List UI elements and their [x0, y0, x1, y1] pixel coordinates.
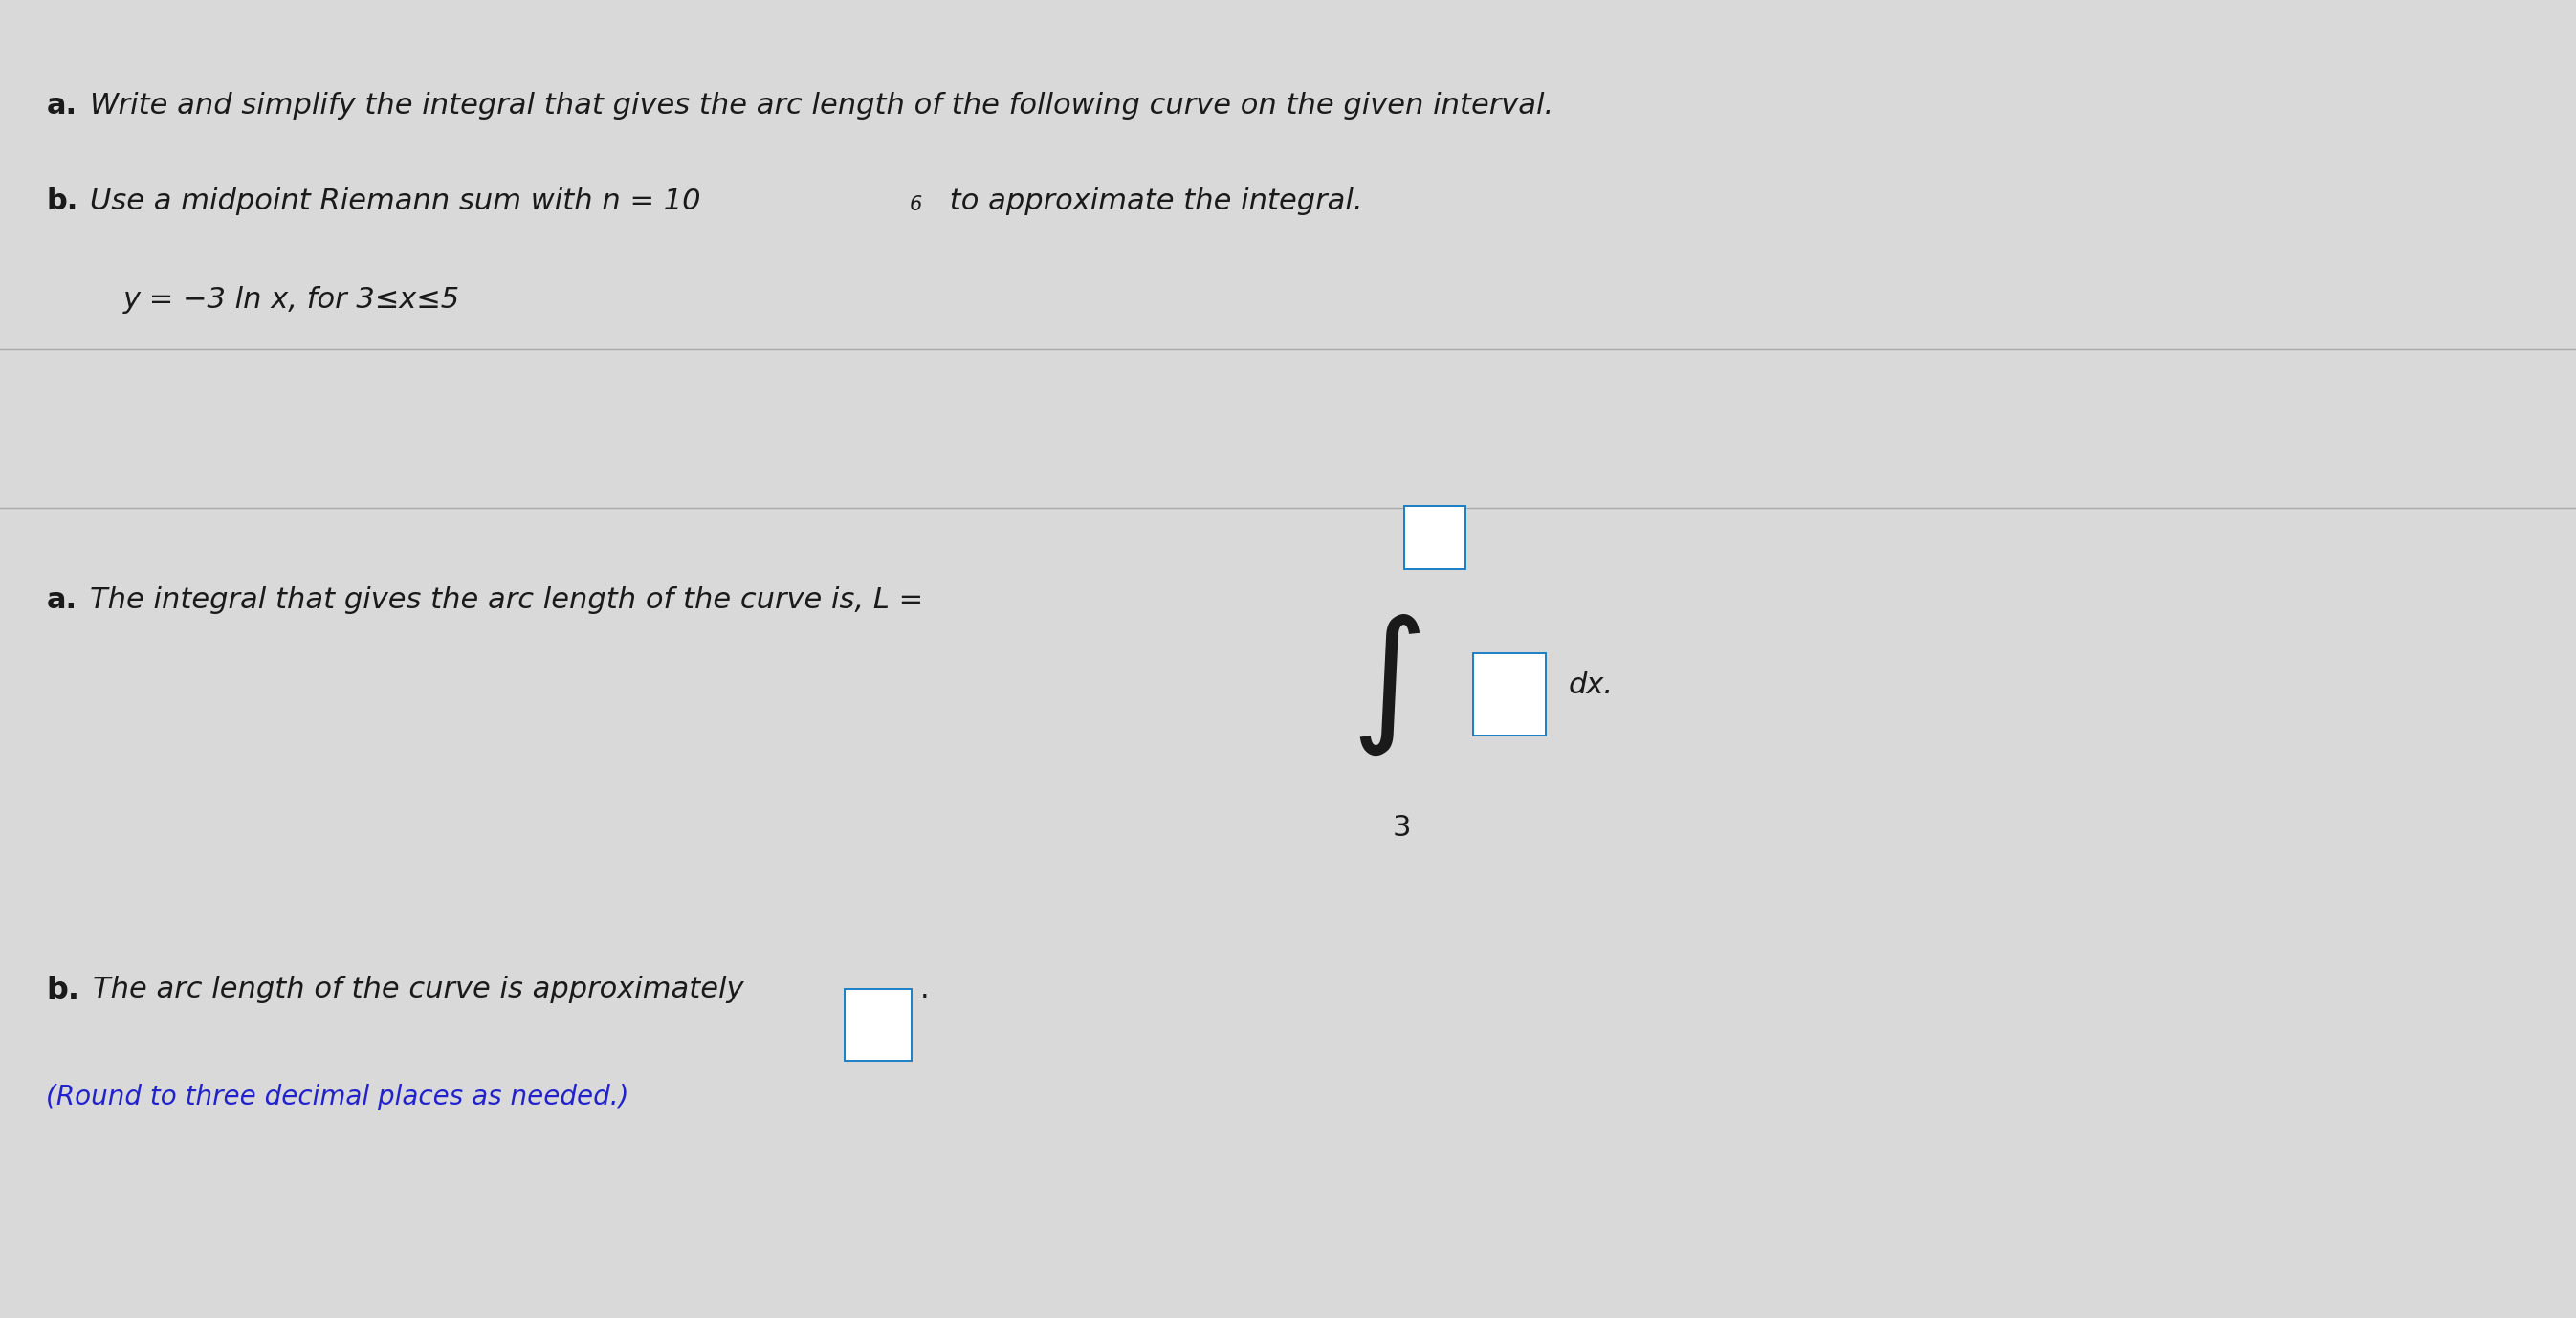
Text: (Round to three decimal places as needed.): (Round to three decimal places as needed… — [46, 1083, 629, 1110]
Text: a.: a. — [46, 587, 77, 614]
Text: to approximate the integral.: to approximate the integral. — [940, 187, 1363, 215]
Text: The arc length of the curve is approximately: The arc length of the curve is approxima… — [93, 975, 744, 1003]
Text: The integral that gives the arc length of the curve is, L =: The integral that gives the arc length o… — [90, 587, 922, 614]
Text: $\int$: $\int$ — [1350, 613, 1422, 758]
Text: Use a midpoint Riemann sum with n = 10: Use a midpoint Riemann sum with n = 10 — [90, 187, 701, 215]
FancyBboxPatch shape — [1404, 506, 1466, 569]
Text: 6: 6 — [909, 195, 922, 215]
FancyBboxPatch shape — [1473, 654, 1546, 735]
Text: .: . — [920, 975, 930, 1003]
Text: Write and simplify the integral that gives the arc length of the following curve: Write and simplify the integral that giv… — [90, 92, 1553, 120]
Text: y = −3 ln x, for 3≤x≤5: y = −3 ln x, for 3≤x≤5 — [124, 286, 461, 314]
Text: dx.: dx. — [1569, 671, 1613, 700]
Text: b.: b. — [46, 187, 77, 215]
Text: b.: b. — [46, 975, 80, 1004]
Text: a.: a. — [46, 92, 77, 120]
FancyBboxPatch shape — [845, 988, 912, 1061]
Text: 3: 3 — [1391, 813, 1412, 842]
